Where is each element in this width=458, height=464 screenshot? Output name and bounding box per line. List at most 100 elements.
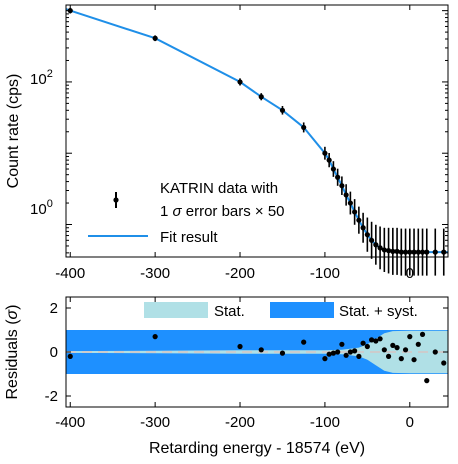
residual-point: [301, 339, 307, 345]
count-rate-panel: 102 100 Count rate (cps) KATRIN data wit…: [5, 4, 449, 276]
residual-point: [326, 351, 332, 357]
residual-point: [432, 349, 438, 355]
residual-point: [377, 336, 383, 342]
xtick-label: -200: [225, 265, 255, 282]
ytick-label-1: 100: [30, 198, 53, 218]
residual-point: [237, 343, 243, 350]
stat-band: [66, 330, 448, 374]
data-point: [394, 248, 400, 254]
residual-point: [390, 342, 396, 348]
data-point: [352, 209, 358, 215]
top-axis-ticks: [66, 5, 448, 257]
residual-point: [352, 348, 358, 354]
legend-syst-swatch: [270, 302, 334, 318]
bottom-xtick-labels: -400 -300 -200 -100 0: [55, 414, 414, 431]
data-point: [381, 247, 387, 253]
data-point: [441, 249, 447, 255]
xtick-label: -300: [140, 265, 170, 282]
xtick-label: -400: [55, 414, 85, 431]
residual-point: [407, 334, 413, 340]
residual-point: [373, 338, 379, 344]
ytick-label-100: 102: [30, 68, 53, 88]
residual-point: [279, 350, 286, 356]
xtick-label: -400: [55, 265, 85, 282]
ytick-label: 0: [50, 344, 58, 361]
data-point: [373, 242, 379, 248]
legend-stat-label: Stat.: [214, 303, 245, 320]
residual-point: [411, 357, 417, 363]
residual-point: [335, 349, 341, 355]
residuals-panel: -2 0 2 Stat. Stat. + syst. Residuals (σ): [4, 296, 449, 408]
legend-syst-label: Stat. + syst.: [339, 303, 418, 320]
uncertainty-bands-layer: [66, 330, 448, 374]
residual-point: [419, 331, 426, 337]
data-point: [339, 183, 345, 189]
residual-point: [381, 347, 387, 353]
data-point: [330, 166, 336, 172]
residual-point: [398, 356, 404, 362]
residual-point: [343, 352, 349, 358]
top-xtick-labels: -400 -300 -200 -100 0: [55, 265, 414, 282]
residual-point: [322, 356, 328, 362]
data-point: [279, 107, 286, 113]
bottom-axis-ticks: [66, 297, 448, 407]
data-point: [152, 35, 158, 41]
data-point: [424, 249, 430, 255]
data-point: [356, 217, 362, 223]
xtick-label: -200: [225, 414, 255, 431]
residual-point: [258, 347, 264, 353]
legend-data-line1: KATRIN data with: [160, 180, 278, 197]
data-point: [322, 150, 328, 156]
residual-point: [385, 353, 392, 359]
residual-point: [152, 334, 158, 340]
data-point: [237, 79, 243, 85]
residual-point: [394, 345, 400, 351]
bottom-legend: Stat. Stat. + syst.: [144, 302, 418, 320]
bottom-xlabel: Retarding energy - 18574 (eV): [149, 440, 365, 457]
data-point: [402, 249, 409, 255]
residual-point: [441, 360, 447, 366]
data-point: [360, 225, 366, 231]
ytick-label: -2: [45, 388, 58, 405]
residual-point: [402, 347, 409, 353]
bottom-ylabel: Residuals (σ): [4, 304, 21, 399]
residual-points-layer: [67, 331, 447, 384]
data-point: [347, 200, 353, 206]
legend-stat-swatch: [144, 302, 208, 318]
ytick-label: 2: [50, 300, 58, 317]
legend-data-line2: 1 σ error bars × 50: [160, 203, 285, 220]
bottom-ytick-labels: -2 0 2: [45, 300, 58, 405]
residual-point: [347, 349, 353, 355]
data-point: [301, 124, 307, 131]
xtick-label: 0: [406, 265, 414, 282]
residual-point: [424, 378, 430, 384]
residual-point: [364, 343, 370, 350]
top-legend: KATRIN data with 1 σ error bars × 50 Fit…: [88, 180, 285, 246]
data-points-layer: [67, 7, 447, 276]
data-point: [369, 237, 375, 243]
xtick-label: -100: [310, 265, 340, 282]
xtick-label: 0: [406, 414, 414, 431]
data-point: [385, 248, 392, 254]
data-point: [258, 94, 264, 100]
data-point: [415, 249, 421, 255]
residual-point: [339, 341, 345, 347]
data-point: [326, 157, 332, 163]
data-point: [411, 249, 417, 255]
data-point: [377, 245, 383, 251]
top-ylabel: Count rate (cps): [5, 74, 22, 189]
legend-fit-label: Fit result: [160, 229, 218, 246]
data-point: [335, 174, 341, 180]
xtick-label: -300: [140, 414, 170, 431]
top-plot-frame: [65, 4, 449, 258]
residual-point: [369, 337, 375, 343]
data-point: [390, 248, 396, 254]
residual-point: [415, 341, 421, 347]
residual-point: [360, 340, 366, 346]
data-point: [364, 232, 370, 238]
residual-point: [67, 353, 73, 359]
data-point: [343, 192, 349, 198]
data-point: [398, 249, 404, 255]
data-point: [419, 249, 426, 255]
data-point: [432, 249, 438, 255]
